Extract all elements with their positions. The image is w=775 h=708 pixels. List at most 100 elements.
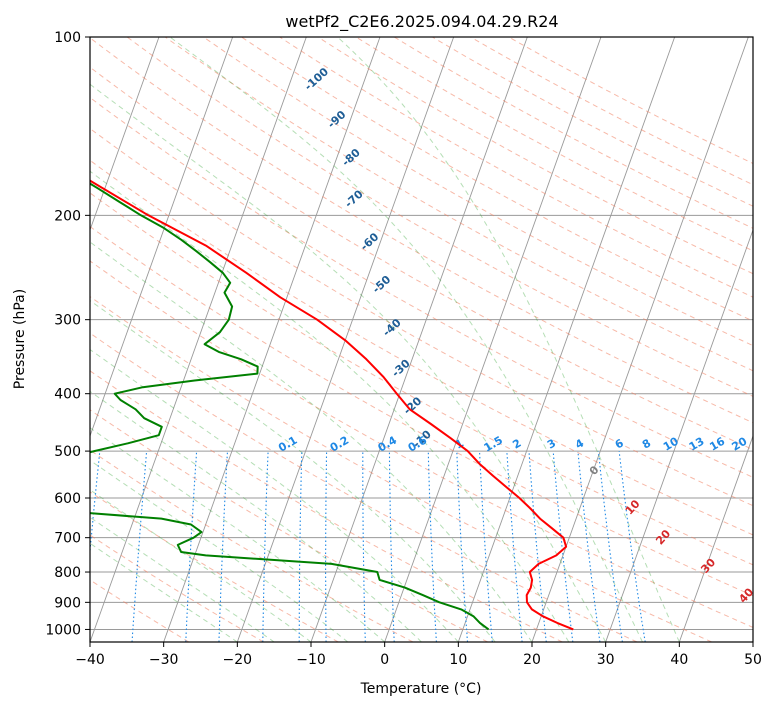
dry-adiabat [90,579,190,642]
x-tick-label: −10 [296,652,326,668]
mixing-ratio-line [185,451,198,642]
y-tick-label: 300 [54,313,81,329]
dry-adiabat-label: -60 [358,230,382,253]
moist-adiabat [90,489,312,642]
y-tick-label: 900 [54,595,81,611]
x-tick-label: 10 [449,652,467,668]
y-tick-label: 200 [54,208,81,224]
isotherm-line [163,37,381,642]
y-tick-label: 100 [54,30,81,46]
dry-adiabat [355,37,753,252]
y-tick-label: 1000 [45,622,81,638]
mixing-ratio-line [577,451,601,642]
dry-adiabat [90,192,753,566]
mixing-ratio-label: 3 [545,437,558,452]
mixing-ratio-label: 30 [772,434,775,453]
x-tick-label: 40 [670,652,688,668]
moist-adiabat [90,542,238,642]
y-axis: 100 200 300 400 500 600 700 800 900 1000 [45,30,90,638]
moist-adiabat-label: 10 [623,497,643,517]
isotherm-line [90,37,307,642]
moist-adiabat [90,516,275,642]
dry-adiabat [90,260,753,628]
mixing-ratio-label: 8 [640,437,653,452]
mixing-ratio-line [618,451,646,642]
dry-adiabat [90,96,753,478]
dry-adiabat [90,534,264,642]
dry-adiabat [90,159,753,536]
moist-adiabat [90,348,459,642]
mixing-ratio-line [506,451,523,642]
dry-adiabat [203,37,753,347]
moist-adiabat [90,83,607,642]
mixing-ratio-line [90,451,101,556]
y-tick-label: 700 [54,531,81,547]
isotherm-line [90,37,234,438]
isotherm-line [531,37,749,642]
mixing-ratio-line [362,451,366,642]
isotherm-line [90,37,160,232]
dry-adiabat [90,37,753,424]
isotherm-line [752,640,753,642]
y-tick-label: 500 [54,444,81,460]
dry-adiabat [126,37,753,397]
y-tick-label: 600 [54,491,81,507]
moist-adiabat [169,37,643,642]
mixing-ratio-line [427,451,437,642]
moist-adiabat [90,427,386,642]
mixing-ratio-line [262,451,269,642]
x-tick-label: 30 [597,652,615,668]
dry-adiabat-label: -90 [325,108,349,131]
mixing-ratio-line [456,451,469,642]
mixing-ratio-lines [90,451,646,642]
dry-adiabat [164,37,753,372]
mixing-ratio-line [528,451,547,642]
temperature-line [90,179,574,631]
x-tick-label: −20 [223,652,253,668]
isotherm-line [384,37,602,642]
isotherm-grid [90,37,753,642]
moist-adiabat [337,37,680,642]
dry-adiabat [90,127,753,507]
moist-adiabat [90,299,496,642]
dry-adiabat [241,37,753,322]
dry-adiabat-label: -70 [342,187,366,210]
x-tick-label: −40 [75,652,105,668]
x-tick-label: 0 [380,652,389,668]
dry-adiabat [470,37,753,186]
dry-adiabat [393,37,753,229]
profiles [90,179,574,631]
dry-adiabat-label: -50 [370,273,394,296]
y-axis-title: Pressure (hPa) [12,289,28,389]
dry-adiabat-label: -30 [389,357,413,380]
x-tick-label: −30 [149,652,179,668]
mixing-ratio-label: 4 [573,436,586,451]
mixing-ratio-line [325,451,328,642]
dry-adiabat-label: -20 [401,394,425,417]
dry-adiabat [90,491,339,642]
mixing-ratio-line [218,451,229,642]
moist-adiabat [90,170,570,642]
isotherm-line [605,228,753,642]
x-axis-title: Temperature (°C) [360,681,482,697]
dry-adiabats [90,37,753,642]
mixing-ratio-line [552,451,574,642]
mixing-ratio-label: 2 [510,437,523,452]
dry-adiabat-label: -80 [339,146,363,169]
chart-title: wetPf2_C2E6.2025.094.04.29.R24 [285,12,558,32]
dewpoint-line [90,182,490,631]
moist-adiabat [90,241,533,642]
mixing-ratio-label: 6 [613,436,626,451]
moist-adiabat-label: 20 [653,527,673,547]
dry-adiabat [279,37,753,298]
isotherm-line [457,37,676,642]
mixing-ratio-line [478,451,493,642]
y-tick-label: 800 [54,565,81,581]
y-tick-label: 400 [54,387,81,403]
isotherm-line [678,434,753,642]
dry-adiabat [90,225,753,597]
moist-adiabats [90,37,680,642]
plot-area: -100-90-80-70-60-50-40-30-20-100.1 0.2 0.4… [90,37,775,642]
dry-adiabat [317,37,753,275]
